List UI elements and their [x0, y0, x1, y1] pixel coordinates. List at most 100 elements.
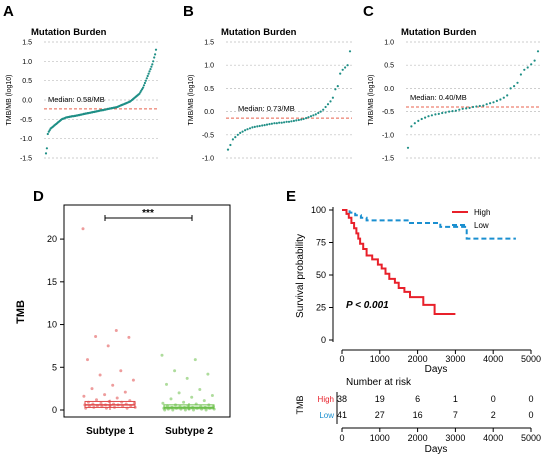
tmb-point	[420, 117, 423, 121]
tmb-point	[322, 108, 325, 111]
tmb-point	[526, 66, 529, 69]
tmb-point	[44, 152, 48, 155]
box-point	[129, 404, 133, 408]
significance-label: ***	[142, 208, 154, 219]
tmb-point	[151, 63, 154, 66]
y-tick-label: 15	[47, 277, 57, 287]
tmb-point	[152, 60, 155, 63]
tmb-point	[307, 116, 310, 119]
panel-letter-c: C	[363, 3, 374, 20]
tmb-point	[153, 56, 156, 59]
risk-cell: 7	[453, 410, 458, 420]
y-tick-label: 5	[52, 362, 57, 372]
box-point	[95, 404, 99, 408]
box-point	[121, 405, 125, 409]
category-label-subtype-1: Subtype 1	[86, 426, 134, 437]
panel-letter-d: D	[33, 188, 44, 205]
tmb-point	[139, 91, 142, 94]
y-tick-label: 0.0	[22, 98, 32, 105]
tmb-point	[280, 121, 283, 124]
tmb-point	[424, 116, 427, 119]
tmb-point	[319, 110, 322, 113]
panel-b-title: Mutation Burden	[221, 27, 297, 38]
box-point	[171, 408, 175, 412]
box-point	[124, 402, 128, 406]
y-tick-label: -1.5	[382, 156, 394, 163]
tmb-point	[142, 84, 146, 87]
category-label-subtype-2: Subtype 2	[165, 426, 213, 437]
box-point	[206, 372, 210, 376]
box-point	[128, 399, 132, 403]
tmb-point	[229, 143, 232, 147]
y-tick-label: 1.0	[204, 63, 214, 70]
panel-c: Mutation Burden TMB/MB (log10) 1.0 0.5 0.0…	[368, 27, 540, 163]
box-point	[131, 378, 135, 382]
tmb-point	[251, 126, 254, 129]
tmb-point	[297, 118, 300, 122]
tmb-point	[46, 132, 49, 136]
tmb-point	[516, 81, 519, 84]
box-point	[212, 407, 216, 411]
box-point	[177, 391, 181, 395]
tmb-point	[334, 88, 337, 91]
risk-cell: 0	[491, 394, 496, 404]
box-point	[127, 335, 131, 339]
tmb-point	[536, 50, 540, 53]
y-tick-label: 1.5	[22, 40, 32, 47]
tmb-point	[451, 110, 454, 113]
tmb-point	[489, 102, 492, 105]
y-tick-label: 10	[47, 320, 57, 330]
tmb-point	[285, 120, 288, 123]
tmb-point	[482, 104, 485, 107]
box-point	[203, 405, 207, 409]
risk-table-xticks: 0 1000 2000 3000 4000 5000	[339, 428, 541, 443]
tmb-point	[471, 105, 475, 109]
box-point	[169, 397, 173, 401]
tmb-point	[331, 96, 334, 99]
y-tick-label: -1.5	[20, 156, 32, 163]
risk-cell: 19	[375, 394, 385, 404]
box-point	[81, 227, 85, 231]
box-point	[185, 376, 189, 380]
box-point	[123, 390, 127, 394]
risk-cell: 16	[413, 410, 423, 420]
tmb-point	[485, 103, 488, 106]
x-tick-label: 5000	[521, 354, 541, 364]
y-tick-label: 1.5	[204, 40, 214, 47]
tmb-point	[287, 120, 291, 123]
tmb-point	[317, 111, 320, 115]
panel-letter-e: E	[286, 188, 296, 205]
y-tick-label: -0.5	[202, 132, 214, 139]
box-point	[166, 407, 170, 411]
box-point	[178, 405, 182, 409]
box-point	[86, 358, 89, 362]
box-point	[190, 395, 194, 399]
box-point	[195, 406, 199, 410]
tmb-point	[244, 129, 247, 132]
survival-legend: High Low	[452, 208, 490, 230]
tmb-point	[523, 68, 526, 71]
tmb-point	[448, 110, 451, 113]
tmb-point	[427, 115, 430, 118]
box-point	[193, 358, 197, 362]
tmb-point	[256, 125, 259, 128]
tmb-point	[513, 85, 516, 88]
tmb-point	[444, 111, 447, 114]
panel-a-points	[44, 48, 158, 155]
tmb-point	[348, 50, 352, 53]
box-point	[106, 344, 110, 348]
tmb-point	[144, 79, 147, 82]
x-tick-label: 4000	[483, 433, 503, 443]
tmb-point	[465, 107, 468, 110]
tmb-point	[502, 96, 505, 99]
x-tick-label: 1000	[370, 433, 390, 443]
tmb-point	[495, 99, 498, 102]
survival-xticks: 0 1000 2000 3000 4000 5000	[339, 350, 541, 364]
tmb-point	[236, 133, 239, 136]
tmb-point	[239, 131, 242, 134]
y-tick-label: 0	[52, 405, 57, 415]
panel-d: TMB 0 5 10 15 20 *** Subtype 1 Subtype 2	[15, 204, 231, 437]
panel-d-ylabel: TMB	[15, 300, 27, 324]
risk-cell: 2	[491, 410, 496, 420]
panel-c-points	[406, 50, 540, 149]
